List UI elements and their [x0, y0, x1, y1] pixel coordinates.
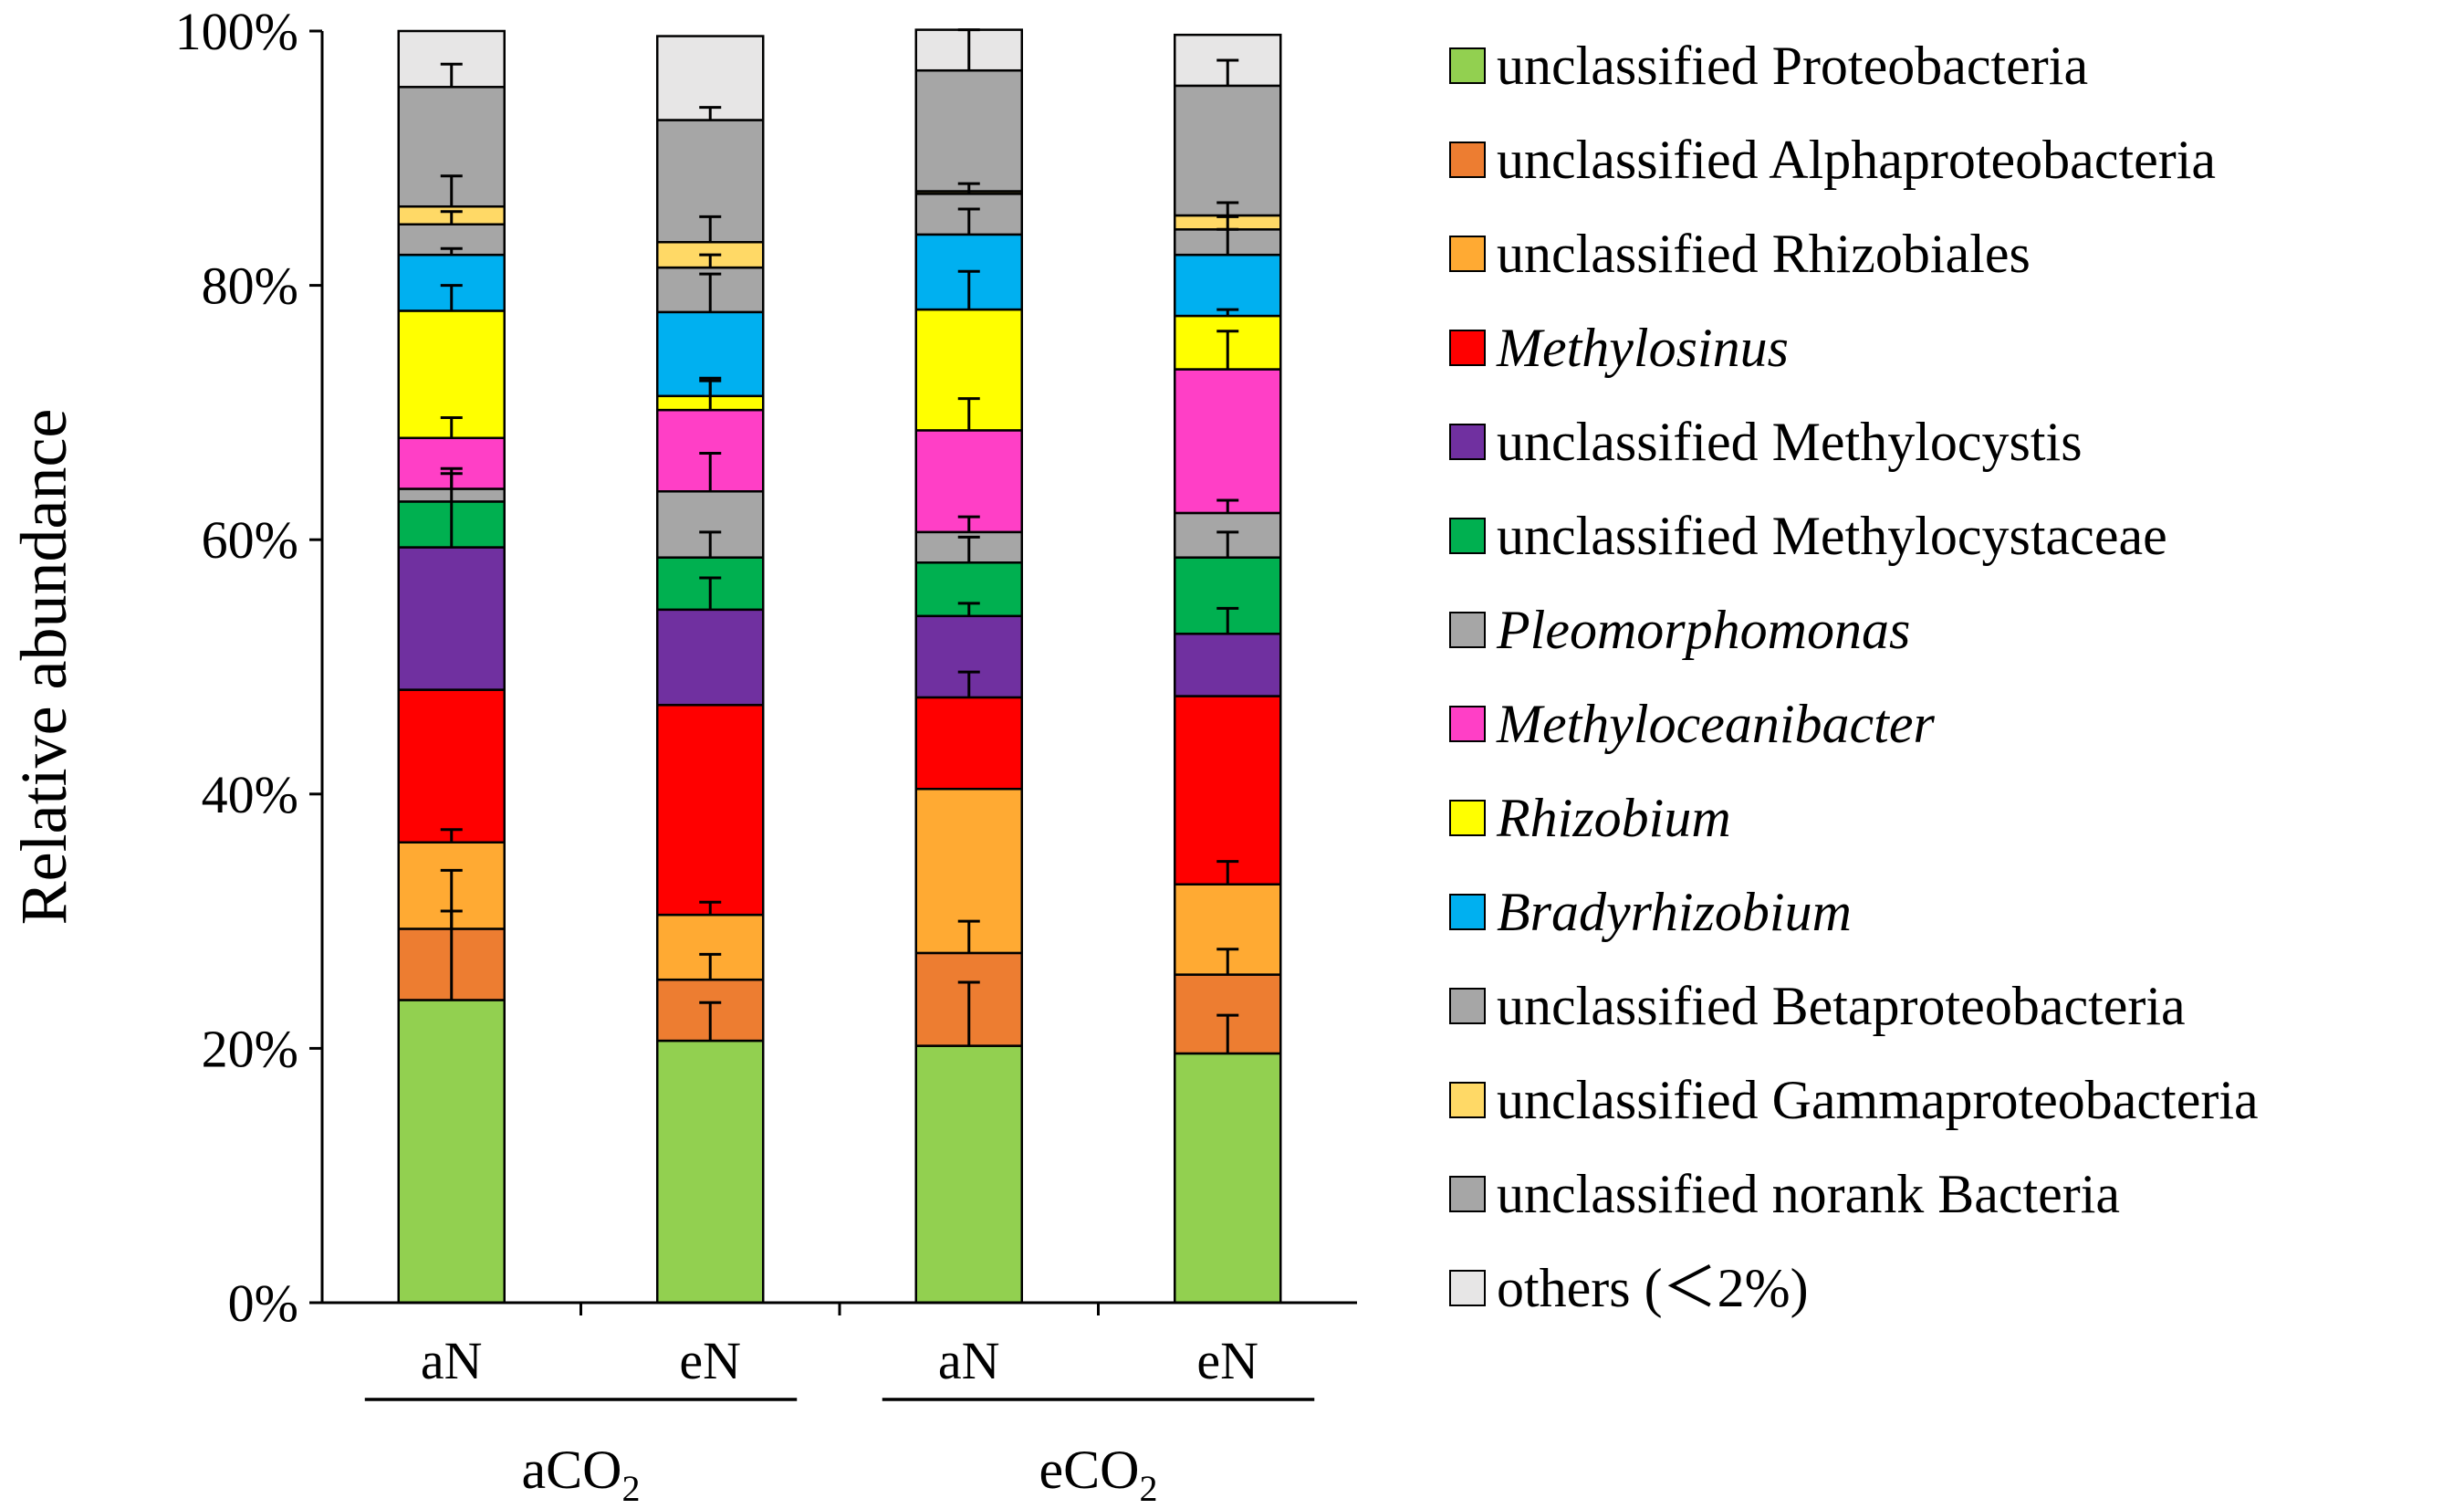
legend-swatch	[1449, 987, 1486, 1024]
legend-item: Pleomorphomonas	[1449, 582, 2453, 676]
legend-label: unclassified Rhizobiales	[1497, 223, 2031, 284]
bar-segment	[914, 68, 1023, 193]
bar-segment	[1174, 1052, 1282, 1305]
legend-label: unclassified Methylocystaceae	[1497, 505, 2167, 566]
legend-swatch	[1449, 141, 1486, 178]
bar-segment	[1174, 695, 1282, 885]
legend-label: others (＜2%)	[1497, 1257, 1809, 1318]
legend-item: unclassified Gammaproteobacteria	[1449, 1053, 2453, 1147]
legend-item: unclassified Methylocystis	[1449, 394, 2453, 488]
legend-label: unclassified Alphaproteobacteria	[1497, 129, 2217, 190]
legend-label: Rhizobium	[1497, 787, 1731, 848]
chart-legend: unclassified Proteobacteria unclassified …	[1449, 18, 2453, 1335]
legend-swatch	[1449, 1175, 1486, 1212]
y-tick-label: 100%	[175, 2, 298, 61]
x-category-label: eN	[1196, 1331, 1258, 1390]
bar-segment	[914, 696, 1023, 791]
legend-item: Rhizobium	[1449, 770, 2453, 865]
y-tick-label: 20%	[202, 1019, 298, 1078]
legend-swatch	[1449, 423, 1486, 460]
y-axis-title: Relative abundance	[7, 409, 80, 926]
legend-label: unclassified Methylocystis	[1497, 411, 2083, 472]
legend-label: Methylosinus	[1497, 317, 1789, 378]
legend-item: Methylosinus	[1449, 300, 2453, 394]
x-category-label: aN	[938, 1331, 1000, 1390]
legend-swatch	[1449, 47, 1486, 84]
legend-label: unclassified Betaproteobacteria	[1497, 975, 2186, 1036]
x-category-label: aN	[421, 1331, 483, 1390]
legend-label: unclassified Gammaproteobacteria	[1497, 1069, 2259, 1130]
y-tick-label: 40%	[202, 765, 298, 824]
legend-label: unclassified norank Bacteria	[1497, 1163, 2121, 1224]
bar-segment	[1174, 84, 1282, 217]
legend-swatch	[1449, 611, 1486, 648]
legend-swatch	[1449, 517, 1486, 554]
legend-label: unclassified Proteobacteria	[1497, 35, 2089, 96]
bar-segment	[914, 429, 1023, 534]
bar-segment	[1174, 368, 1282, 515]
stacked-bar-chart: 0% 20% 40% 60% 80% 100% Relative abundance aN eN…	[7, 2, 1357, 1509]
legend-swatch	[1449, 705, 1486, 742]
bar-segment	[397, 688, 506, 844]
legend-item: others (＜2%)	[1449, 1241, 2453, 1335]
legend-label: Bradyrhizobium	[1497, 881, 1852, 942]
legend-item: unclassified Methylocystaceae	[1449, 488, 2453, 582]
legend-swatch	[1449, 235, 1486, 272]
bar-segment	[1174, 633, 1282, 697]
legend-item: unclassified Betaproteobacteria	[1449, 959, 2453, 1053]
bar-segment	[397, 999, 506, 1305]
x-group-label: aCO2	[522, 1440, 641, 1509]
legend-swatch	[1449, 1081, 1486, 1118]
bar-segment	[656, 1039, 765, 1305]
x-group-label: eCO2	[1039, 1440, 1158, 1509]
bar-segment	[397, 546, 506, 691]
bar-segment	[914, 614, 1023, 699]
legend-item: unclassified norank Bacteria	[1449, 1147, 2453, 1241]
bar-segment	[656, 704, 765, 917]
y-tick-label: 60%	[202, 510, 298, 570]
legend-item: Methyloceanibacter	[1449, 676, 2453, 770]
legend-swatch	[1449, 1269, 1486, 1306]
legend-swatch	[1449, 893, 1486, 930]
legend-swatch	[1449, 329, 1486, 366]
bar-segment	[1174, 253, 1282, 318]
bar-segment	[914, 1044, 1023, 1305]
x-category-label: eN	[679, 1331, 741, 1390]
legend-item: unclassified Alphaproteobacteria	[1449, 112, 2453, 206]
bar-segment	[656, 608, 765, 707]
legend-label: Pleomorphomonas	[1497, 599, 1911, 660]
legend-swatch	[1449, 799, 1486, 836]
y-tick-label: 0%	[228, 1273, 298, 1333]
legend-label: Methyloceanibacter	[1497, 693, 1935, 754]
legend-item: unclassified Rhizobiales	[1449, 206, 2453, 300]
y-tick-label: 80%	[202, 257, 298, 316]
legend-item: Bradyrhizobium	[1449, 865, 2453, 959]
legend-item: unclassified Proteobacteria	[1449, 18, 2453, 112]
